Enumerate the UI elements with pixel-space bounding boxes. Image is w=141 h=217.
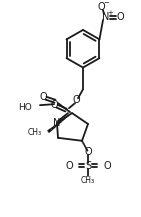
Text: N: N [53, 118, 61, 128]
Text: +: + [107, 10, 113, 16]
Text: HO: HO [18, 103, 32, 112]
Text: −: − [103, 0, 109, 6]
Text: O: O [72, 95, 80, 105]
Text: O: O [39, 92, 47, 102]
Text: O: O [103, 161, 111, 171]
Text: S: S [85, 161, 91, 171]
Text: O: O [116, 12, 124, 22]
Text: N: N [102, 12, 110, 22]
Text: O: O [97, 2, 105, 12]
Text: O: O [50, 100, 58, 110]
Text: CH₃: CH₃ [28, 128, 42, 137]
Text: O: O [65, 161, 73, 171]
Text: O: O [84, 147, 92, 157]
Text: CH₃: CH₃ [81, 176, 95, 185]
